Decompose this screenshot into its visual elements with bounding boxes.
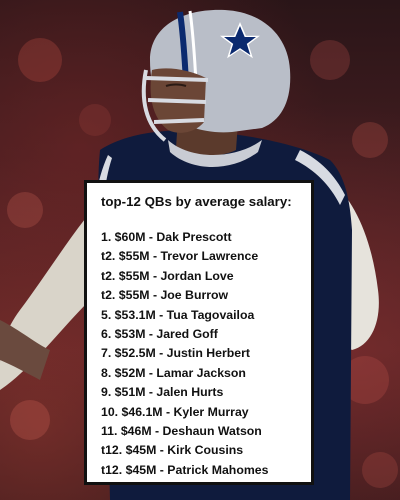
ranking-item: 1. $60M - Dak Prescott (101, 230, 232, 244)
ranking-item: 9. $51M - Jalen Hurts (101, 385, 224, 400)
ranking-list: 1. $60M - Dak Prescott t2. $55M - Trevor… (99, 228, 299, 480)
ranking-item: t2. $55M - Trevor Lawrence (101, 249, 259, 264)
ranking-item: 5. $53.1M - Tua Tagovailoa (101, 307, 255, 322)
ranking-item: 10. $46.1M - Kyler Murray (101, 404, 249, 419)
ranking-item: t2. $55M - Jordan Love (101, 268, 234, 283)
ranking-item: 8. $52M - Lamar Jackson (101, 365, 246, 380)
helmet (141, 9, 291, 142)
ranking-item: t2. $55M - Joe Burrow (101, 288, 229, 303)
ranking-item: t12. $45M - Patrick Mahomes (101, 462, 269, 477)
ranking-item: 7. $52.5M - Justin Herbert (101, 346, 250, 361)
card-title: top-12 QBs by average salary: (101, 194, 292, 209)
star-logo-icon (220, 22, 260, 59)
salary-ranking-card: top-12 QBs by average salary: 1. $60M - … (84, 180, 314, 485)
ranking-item: t12. $45M - Kirk Cousins (101, 443, 244, 458)
ranking-item: 11. $46M - Deshaun Watson (101, 424, 262, 439)
crowd-bokeh (7, 38, 398, 488)
ranking-item: 6. $53M - Jared Goff (101, 327, 218, 342)
